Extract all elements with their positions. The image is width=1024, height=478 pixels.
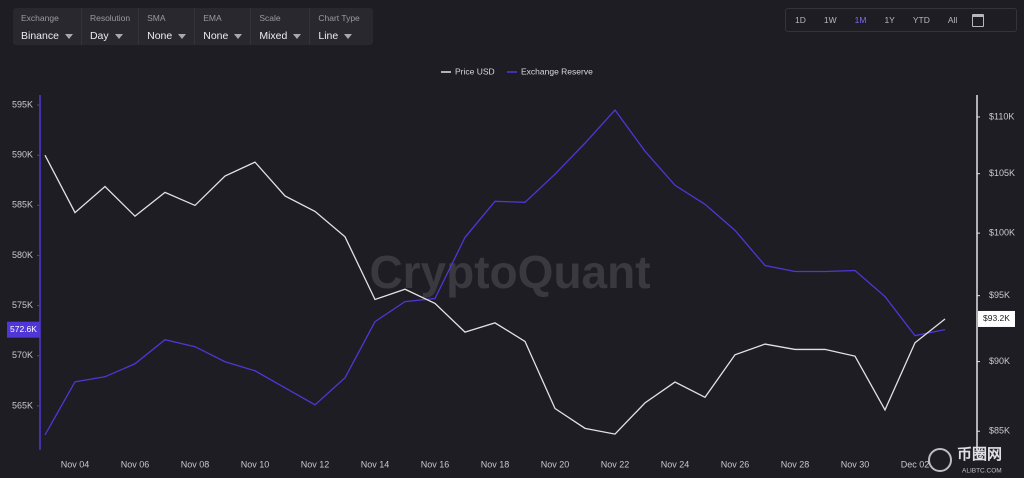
y-tick-label: 585K [12,200,33,210]
toolbar-dropdown[interactable]: EMA None [195,8,252,45]
y-tick-label: 565K [12,400,33,410]
dropdown-value[interactable]: Binance [21,30,73,42]
y-tick-label: 590K [12,150,33,160]
dropdown-label: SMA [147,13,166,23]
dropdown-label: Scale [259,13,281,23]
dropdown-value[interactable]: None [147,30,186,42]
toolbar-dropdown[interactable]: Chart Type Line [310,8,367,45]
x-tick-label: Nov 20 [541,459,570,469]
y2-tick-label: $90K [989,356,1010,366]
x-tick-label: Nov 30 [841,459,870,469]
x-tick-label: Nov 28 [781,459,810,469]
logo-site: ALIBTC.COM [962,468,1002,475]
range-selector: 1D 1W 1M 1Y YTD All [785,8,1017,32]
toolbar-dropdown[interactable]: Resolution Day [82,8,140,45]
dropdown-value[interactable]: None [203,30,242,42]
dropdown-label: Resolution [89,13,131,23]
series-line [44,109,946,436]
x-tick-label: Nov 08 [181,459,210,469]
dropdown-value[interactable]: Mixed [259,30,301,42]
toolbar-dropdown[interactable]: Scale Mixed [251,8,311,45]
x-tick-label: Nov 10 [241,459,270,469]
x-tick-label: Nov 22 [601,459,630,469]
toolbar-dropdown[interactable]: SMA None [139,8,196,45]
last-value-box [978,310,1015,327]
watermark: CryptoQuant [369,246,650,298]
range-button[interactable]: 1W [823,15,837,25]
dropdown-value[interactable]: Day [90,30,123,42]
x-tick-label: Nov 16 [421,459,450,469]
x-tick-label: Dec 02 [901,459,930,469]
x-tick-label: Nov 04 [61,459,90,469]
legend-label: Exchange Reserve [521,66,593,76]
range-button[interactable]: YTD [912,15,930,25]
y-tick-label: 595K [12,99,33,109]
last-value-box [7,321,40,338]
y-tick-label: 575K [12,300,33,310]
dropdown-value[interactable]: Line [318,30,352,42]
y2-tick-label: $110K [989,111,1014,121]
series-line [44,154,946,435]
toolbar-dropdown[interactable]: Exchange Binance [13,8,82,45]
dropdown-label: Exchange [21,13,59,23]
dropdown-label: Chart Type [318,13,360,23]
x-tick-label: Nov 06 [121,459,150,469]
y-tick-label: 580K [12,250,33,260]
y2-tick-label: $95K [989,290,1010,300]
x-tick-label: Nov 14 [361,459,390,469]
y2-tick-label: $105K [989,168,1015,178]
y2-tick-label: $100K [989,228,1015,238]
calendar-button[interactable] [972,13,985,27]
range-button[interactable]: 1D [795,15,806,25]
range-button[interactable]: 1Y [884,15,895,25]
last-value-label: $93.2K [983,313,1010,323]
range-button[interactable]: 1M [854,15,867,25]
logo: 币圈网 [957,446,1002,463]
y2-tick-label: $85K [989,426,1010,436]
range-button[interactable]: All [947,15,958,25]
x-tick-label: Nov 26 [721,459,750,469]
y-tick-label: 570K [12,350,33,360]
toolbar: Exchange Binance Resolution Day SMA None EMA No… [13,8,373,45]
x-tick-label: Nov 18 [481,459,510,469]
dropdown-label: EMA [203,13,222,23]
legend-label: Price USD [455,66,495,76]
x-tick-label: Nov 12 [301,459,330,469]
logo-icon [928,448,952,472]
last-value-label: 572.6K [10,324,37,334]
x-tick-label: Nov 24 [661,459,690,469]
